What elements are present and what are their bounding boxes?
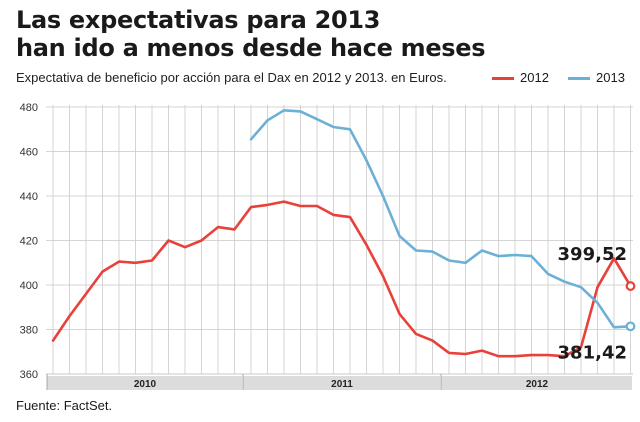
- y-tick-label: 440: [20, 191, 38, 203]
- legend-label-2012: 2012: [520, 70, 549, 85]
- chart-subtitle: Expectativa de beneficio por acción para…: [16, 70, 447, 85]
- title-line-1: Las expectativas para 2013: [16, 6, 381, 34]
- x-year-band: [47, 376, 242, 390]
- y-tick-label: 480: [20, 102, 38, 114]
- x-year-band: [441, 376, 632, 390]
- x-year-label: 2010: [134, 379, 157, 390]
- x-year-band: [243, 376, 440, 390]
- x-year-label: 2012: [526, 379, 549, 390]
- chart-title: Las expectativas para 2013 han ido a men…: [16, 6, 636, 62]
- y-tick-label: 400: [20, 280, 38, 292]
- series-end-marker-2013: [625, 321, 636, 332]
- legend-item-2012: 2012: [492, 70, 549, 85]
- title-line-2: han ido a menos desde hace meses: [16, 34, 486, 62]
- y-tick-label: 460: [20, 147, 38, 159]
- y-tick-label: 380: [20, 325, 38, 337]
- data-label-2012: 399,52: [558, 244, 627, 265]
- legend-item-2013: 2013: [568, 70, 625, 85]
- y-tick-label: 420: [20, 236, 38, 248]
- legend-swatch-2013: [568, 77, 590, 81]
- series-line-2013: [249, 109, 632, 329]
- series-line-2012: [51, 200, 632, 358]
- y-tick-label: 360: [20, 369, 38, 381]
- legend-swatch-2012: [492, 77, 514, 81]
- x-year-label: 2011: [331, 379, 353, 390]
- legend-label-2013: 2013: [596, 70, 625, 85]
- series-end-marker-2012: [625, 281, 636, 291]
- source-note: Fuente: FactSet.: [16, 398, 113, 413]
- data-label-2013: 381,42: [558, 342, 627, 363]
